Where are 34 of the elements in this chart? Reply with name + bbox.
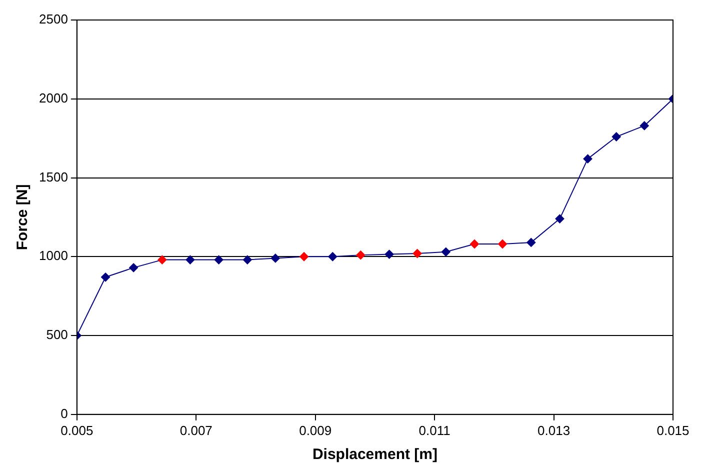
y-tick-label: 2500 bbox=[39, 12, 68, 27]
x-tick-label: 0.011 bbox=[418, 422, 450, 438]
point bbox=[300, 252, 309, 262]
point bbox=[441, 247, 450, 256]
point bbox=[498, 240, 508, 249]
y-axis-title: Force [N] bbox=[14, 184, 32, 250]
y-tick-label: 500 bbox=[46, 327, 68, 342]
point bbox=[356, 250, 366, 260]
point bbox=[242, 255, 252, 264]
point bbox=[612, 132, 621, 142]
point bbox=[101, 272, 110, 282]
x-tick-label: 0.005 bbox=[60, 422, 94, 438]
point bbox=[640, 121, 649, 130]
point bbox=[470, 240, 480, 249]
point bbox=[555, 214, 564, 224]
point bbox=[129, 263, 138, 272]
point bbox=[214, 255, 224, 264]
y-tick-label: 2000 bbox=[39, 90, 68, 106]
x-tick-label: 0.015 bbox=[656, 422, 690, 438]
x-axis-title: Displacement [m] bbox=[312, 446, 438, 464]
x-tick-label: 0.009 bbox=[299, 422, 332, 438]
y-tick-label: 1000 bbox=[39, 248, 68, 264]
point bbox=[583, 154, 592, 164]
y-tick-label: 1500 bbox=[39, 169, 68, 184]
point bbox=[412, 248, 422, 258]
point bbox=[328, 252, 338, 262]
point bbox=[270, 254, 280, 263]
x-tick-label: 0.007 bbox=[180, 422, 212, 438]
y-tick-label: 0 bbox=[60, 406, 68, 421]
point bbox=[384, 250, 394, 259]
point bbox=[158, 255, 167, 264]
point bbox=[526, 238, 536, 247]
point bbox=[186, 255, 195, 264]
x-tick-label: 0.013 bbox=[538, 422, 570, 438]
